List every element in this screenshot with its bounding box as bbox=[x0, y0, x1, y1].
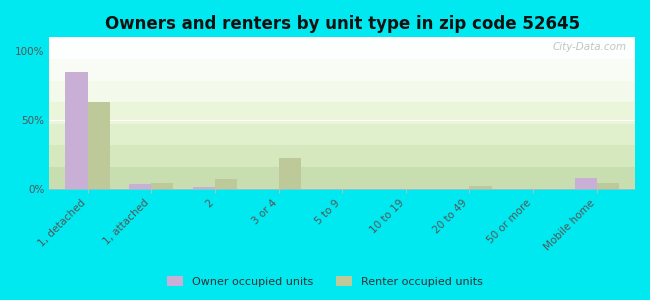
Bar bbox=[49, 124, 635, 145]
Bar bbox=[49, 80, 635, 102]
Bar bbox=[65, 72, 88, 188]
Bar bbox=[49, 167, 635, 188]
Title: Owners and renters by unit type in zip code 52645: Owners and renters by unit type in zip c… bbox=[105, 15, 580, 33]
Bar bbox=[49, 59, 635, 80]
Bar bbox=[129, 184, 151, 188]
Bar bbox=[469, 186, 492, 188]
Bar bbox=[278, 158, 301, 188]
Bar bbox=[49, 145, 635, 167]
Bar bbox=[215, 179, 237, 188]
Bar bbox=[49, 102, 635, 124]
Text: City-Data.com: City-Data.com bbox=[552, 42, 626, 52]
Bar bbox=[597, 183, 619, 188]
Bar bbox=[151, 183, 174, 188]
Bar bbox=[192, 187, 215, 188]
Bar bbox=[575, 178, 597, 188]
Legend: Owner occupied units, Renter occupied units: Owner occupied units, Renter occupied un… bbox=[162, 272, 488, 291]
Bar bbox=[88, 102, 110, 188]
Bar bbox=[49, 37, 635, 59]
